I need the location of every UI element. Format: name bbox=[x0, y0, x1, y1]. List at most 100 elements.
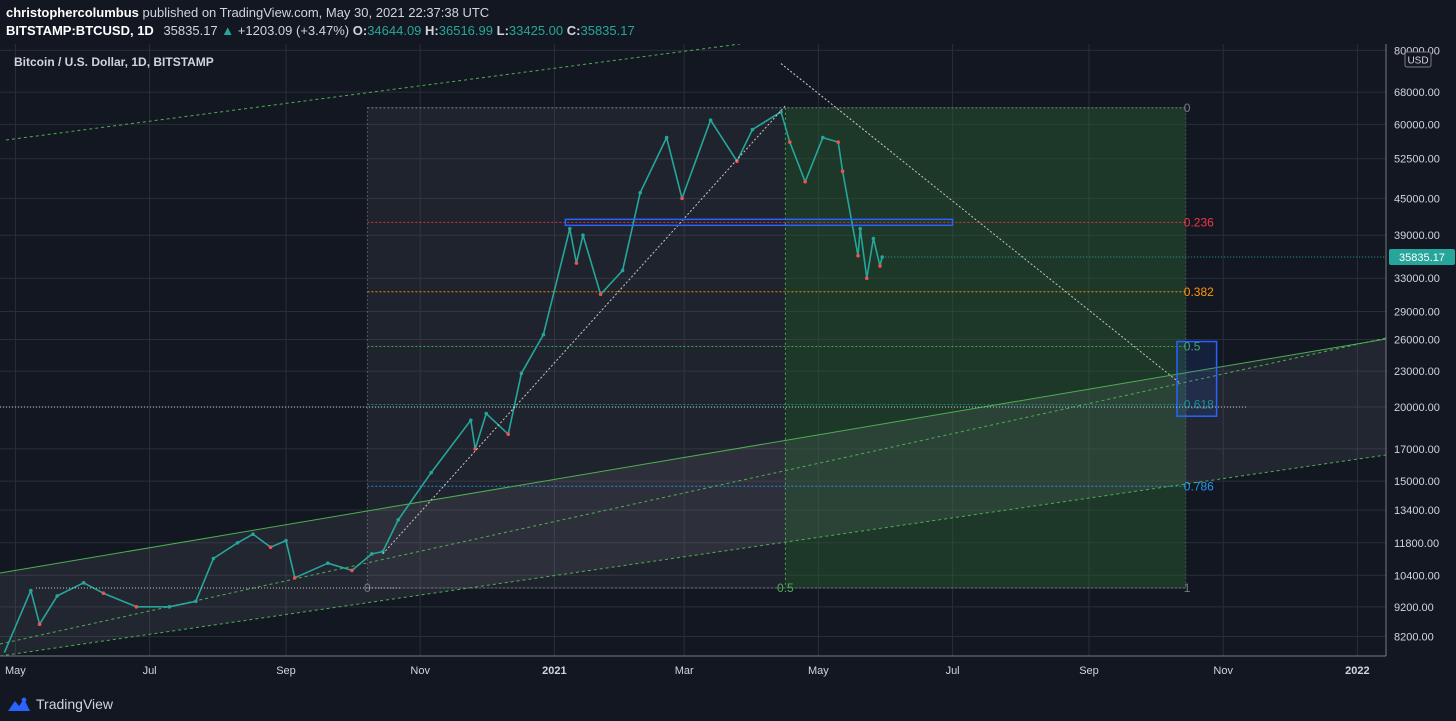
price-tick-label: 68000.00 bbox=[1394, 87, 1440, 99]
up-arrow-icon: ▲ bbox=[221, 23, 235, 38]
resistance-zone-box bbox=[564, 218, 954, 227]
price-point bbox=[598, 292, 603, 297]
price-point bbox=[856, 254, 860, 258]
low-value: 33425.00 bbox=[508, 23, 564, 38]
price-point bbox=[708, 118, 713, 122]
currency-label: USD bbox=[1407, 56, 1428, 67]
channel-mid-line bbox=[0, 337, 1387, 645]
fib-level-label: 0.786 bbox=[1184, 479, 1214, 493]
chart-area[interactable]: 0 0.236 0.382 0.5 0.618 0.786 1 0.5 0 80000.00 68… bbox=[0, 43, 1456, 688]
price-point bbox=[284, 538, 288, 543]
price-point bbox=[638, 190, 642, 195]
price-point bbox=[803, 179, 807, 184]
price-point bbox=[581, 233, 585, 238]
price-change: +1203.09 (+3.47%) bbox=[237, 23, 350, 38]
symbol-name[interactable]: BITSTAMP:BTCUSD, 1D bbox=[6, 23, 154, 38]
channel-upper-line bbox=[0, 338, 1387, 574]
price-point bbox=[871, 236, 876, 241]
published-text: published on TradingView.com, May 30, 20… bbox=[142, 5, 490, 20]
last-price: 35835.17 bbox=[163, 23, 218, 38]
price-point bbox=[235, 541, 240, 545]
publish-line: christophercolumbus published on Trading… bbox=[6, 5, 489, 20]
price-point bbox=[878, 264, 882, 268]
price-tick-label: 26000.00 bbox=[1394, 335, 1440, 347]
footer: TradingView bbox=[0, 688, 1456, 721]
price-point bbox=[167, 605, 172, 609]
price-point bbox=[865, 276, 869, 280]
price-point bbox=[194, 599, 198, 604]
time-tick-label: 2021 bbox=[542, 665, 566, 677]
price-point bbox=[519, 371, 524, 376]
price-tick-label: 29000.00 bbox=[1394, 306, 1440, 318]
time-tick-label: Jul bbox=[946, 665, 960, 677]
fib-level-label: 0.5 bbox=[1184, 340, 1201, 354]
close-label: C: bbox=[566, 23, 581, 38]
price-point bbox=[568, 226, 572, 231]
price-tick-label: 13400.00 bbox=[1394, 505, 1440, 517]
time-tick-label: Mar bbox=[675, 665, 694, 677]
price-tick-label: 20000.00 bbox=[1394, 402, 1440, 414]
price-point bbox=[251, 532, 255, 537]
price-point bbox=[473, 447, 478, 451]
price-tick-label: 52500.00 bbox=[1394, 154, 1440, 166]
price-point bbox=[836, 140, 840, 144]
chart-header: christophercolumbus published on Trading… bbox=[0, 0, 1456, 44]
price-point bbox=[268, 545, 273, 550]
symbol-line: BITSTAMP:BTCUSD, 1D 35835.17 ▲ +1203.09 … bbox=[6, 23, 635, 38]
price-point bbox=[541, 332, 546, 337]
price-point bbox=[370, 552, 374, 556]
low-label: L: bbox=[496, 23, 509, 38]
tradingview-logo-icon bbox=[8, 697, 30, 711]
price-tick-label: 17000.00 bbox=[1394, 444, 1440, 456]
time-tick-label: Sep bbox=[1079, 665, 1099, 677]
time-tick-label: Nov bbox=[1213, 665, 1233, 677]
price-point bbox=[779, 110, 783, 114]
time-tick-label: 2022 bbox=[1345, 665, 1369, 677]
price-tick-label: 8200.00 bbox=[1394, 631, 1434, 643]
price-point bbox=[858, 226, 862, 231]
high-value: 36516.99 bbox=[438, 23, 493, 38]
price-axis-bg bbox=[1386, 44, 1456, 688]
fib-range-box bbox=[366, 107, 1187, 589]
price-point bbox=[134, 605, 139, 609]
price-point bbox=[788, 140, 792, 144]
trend-line bbox=[780, 63, 1180, 383]
price-point bbox=[396, 518, 401, 522]
price-point bbox=[469, 418, 473, 423]
fib-mid-label: 0.5 bbox=[777, 581, 794, 595]
price-point bbox=[750, 127, 755, 132]
price-tick-label: 9200.00 bbox=[1394, 602, 1434, 614]
fib-level-label: 0 bbox=[1184, 101, 1191, 115]
target-box bbox=[1176, 340, 1218, 417]
price-tick-label: 15000.00 bbox=[1394, 476, 1440, 488]
fib-level-label: 0.618 bbox=[1184, 397, 1214, 411]
price-tick-label: 45000.00 bbox=[1394, 193, 1440, 205]
time-tick-label: May bbox=[5, 665, 26, 677]
price-tick-label: 39000.00 bbox=[1394, 230, 1440, 242]
tradingview-brand[interactable]: TradingView bbox=[8, 694, 113, 714]
fib-base-label: 0 bbox=[364, 581, 371, 595]
close-value: 35835.17 bbox=[580, 23, 635, 38]
price-point bbox=[37, 622, 42, 626]
price-point bbox=[840, 169, 845, 174]
target-zone-box bbox=[785, 107, 1186, 588]
fib-level-label: 1 bbox=[1184, 581, 1191, 595]
price-tick-label: 10400.00 bbox=[1394, 570, 1440, 582]
price-tick-label: 33000.00 bbox=[1394, 273, 1440, 285]
time-tick-label: Nov bbox=[410, 665, 430, 677]
time-tick-label: Jul bbox=[143, 665, 157, 677]
time-tick-label: Sep bbox=[276, 665, 296, 677]
price-point bbox=[101, 591, 106, 596]
price-point bbox=[620, 268, 625, 273]
price-point bbox=[680, 196, 684, 201]
fib-level-label: 0.382 bbox=[1184, 285, 1214, 299]
time-tick-label: May bbox=[808, 665, 829, 677]
publisher-name[interactable]: christophercolumbus bbox=[6, 5, 139, 20]
price-series-line bbox=[3, 111, 883, 653]
price-point bbox=[211, 556, 216, 561]
fib-level-label: 0.236 bbox=[1184, 215, 1214, 229]
price-tick-label: 23000.00 bbox=[1394, 366, 1440, 378]
price-point bbox=[574, 261, 579, 265]
price-point bbox=[506, 432, 511, 436]
